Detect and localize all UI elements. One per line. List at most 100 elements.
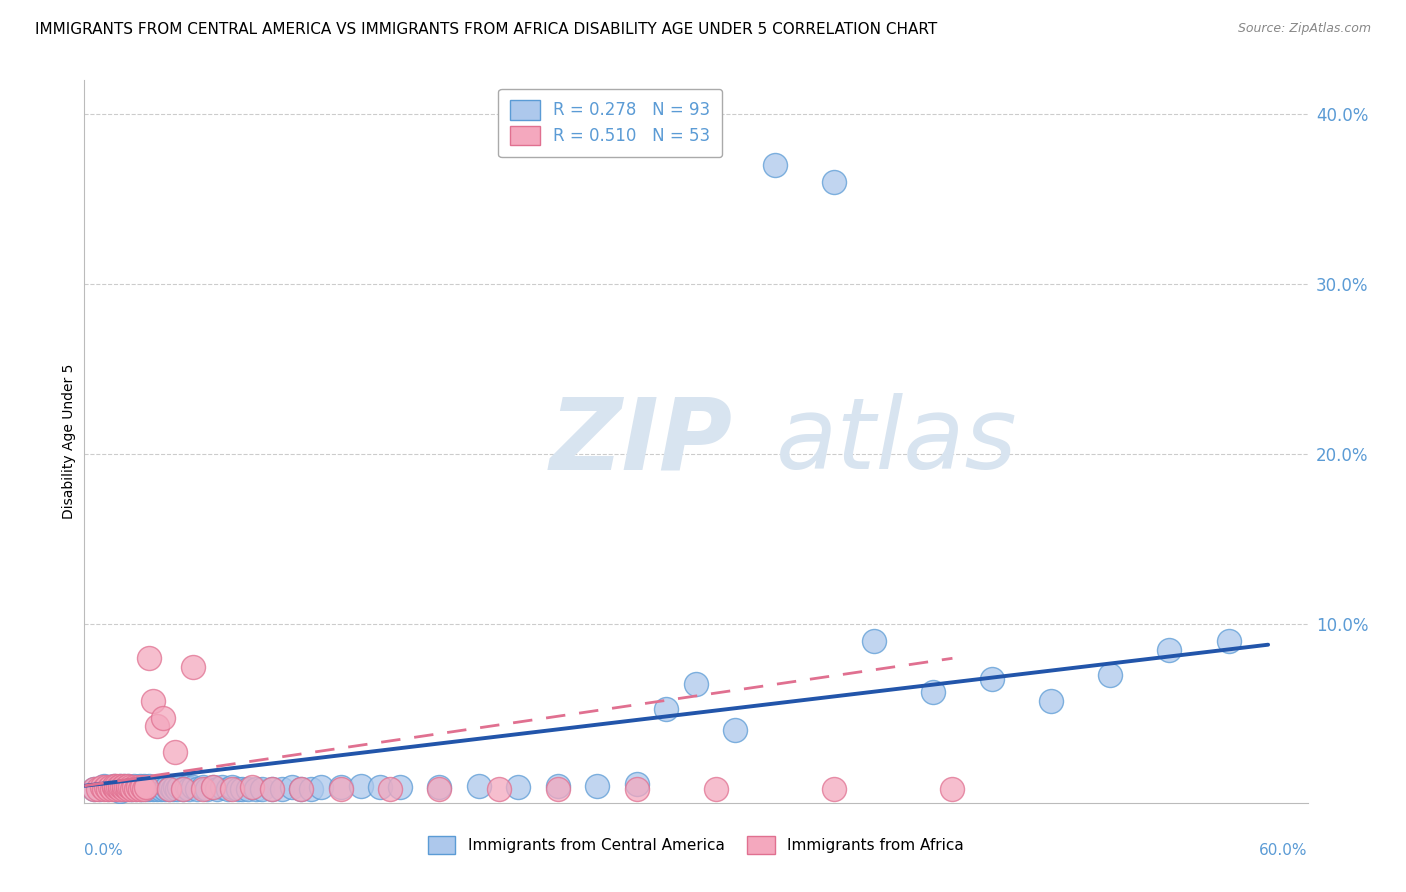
Point bbox=[201, 780, 224, 795]
Point bbox=[724, 723, 747, 737]
Point bbox=[488, 782, 510, 797]
Point bbox=[114, 782, 136, 797]
Point bbox=[368, 780, 391, 795]
Point bbox=[429, 782, 451, 797]
Point bbox=[181, 780, 204, 795]
Point bbox=[172, 782, 194, 797]
Point bbox=[201, 780, 224, 795]
Point bbox=[152, 711, 174, 725]
Point bbox=[83, 782, 105, 797]
Point bbox=[823, 782, 845, 797]
Point bbox=[108, 779, 131, 793]
Point bbox=[1159, 642, 1181, 657]
Text: atlas: atlas bbox=[776, 393, 1017, 490]
Point bbox=[122, 780, 145, 795]
Point bbox=[186, 782, 208, 797]
Point bbox=[135, 782, 157, 797]
Point bbox=[309, 780, 332, 795]
Point bbox=[508, 780, 530, 795]
Point bbox=[547, 782, 569, 797]
Point bbox=[121, 782, 143, 797]
Point bbox=[685, 677, 707, 691]
Point bbox=[160, 780, 183, 795]
Point bbox=[89, 782, 111, 797]
Point bbox=[148, 780, 170, 795]
Point bbox=[114, 780, 136, 795]
Point bbox=[704, 782, 727, 797]
Point bbox=[122, 779, 145, 793]
Point bbox=[162, 782, 184, 797]
Point bbox=[94, 780, 117, 795]
Text: 60.0%: 60.0% bbox=[1260, 843, 1308, 857]
Point bbox=[1218, 634, 1240, 648]
Point bbox=[118, 780, 141, 795]
Point bbox=[270, 782, 292, 797]
Point bbox=[181, 660, 204, 674]
Point bbox=[380, 782, 402, 797]
Point bbox=[112, 779, 135, 793]
Point bbox=[157, 782, 180, 797]
Point bbox=[176, 780, 198, 795]
Point bbox=[329, 780, 352, 795]
Point bbox=[111, 782, 134, 797]
Y-axis label: Disability Age Under 5: Disability Age Under 5 bbox=[62, 364, 76, 519]
Point bbox=[240, 780, 263, 795]
Point bbox=[112, 782, 135, 797]
Point bbox=[131, 780, 153, 795]
Point bbox=[128, 782, 150, 797]
Point bbox=[429, 780, 451, 795]
Point bbox=[862, 634, 884, 648]
Point bbox=[124, 782, 146, 797]
Point bbox=[280, 780, 302, 795]
Point bbox=[468, 779, 491, 793]
Point bbox=[165, 780, 187, 795]
Point bbox=[103, 779, 125, 793]
Point bbox=[131, 782, 153, 797]
Point bbox=[349, 779, 371, 793]
Point bbox=[112, 780, 135, 795]
Point bbox=[87, 782, 110, 797]
Point bbox=[655, 702, 678, 716]
Point bbox=[152, 780, 174, 795]
Point bbox=[107, 780, 129, 795]
Point bbox=[118, 782, 141, 797]
Point bbox=[156, 780, 179, 795]
Point bbox=[117, 780, 139, 795]
Point bbox=[127, 780, 149, 795]
Point bbox=[83, 782, 105, 797]
Legend: Immigrants from Central America, Immigrants from Africa: Immigrants from Central America, Immigra… bbox=[422, 830, 970, 860]
Point bbox=[763, 158, 786, 172]
Point bbox=[1040, 694, 1063, 708]
Point bbox=[103, 780, 125, 795]
Point bbox=[211, 780, 233, 795]
Point bbox=[245, 782, 267, 797]
Point bbox=[112, 779, 135, 793]
Point bbox=[921, 685, 943, 699]
Text: Source: ZipAtlas.com: Source: ZipAtlas.com bbox=[1237, 22, 1371, 36]
Point bbox=[128, 782, 150, 797]
Point bbox=[205, 782, 228, 797]
Point bbox=[93, 780, 115, 795]
Point bbox=[138, 782, 160, 797]
Point bbox=[236, 782, 259, 797]
Point bbox=[98, 780, 121, 795]
Point bbox=[111, 780, 134, 795]
Point bbox=[132, 780, 155, 795]
Point bbox=[108, 782, 131, 797]
Point bbox=[104, 782, 127, 797]
Point bbox=[104, 779, 127, 793]
Point bbox=[329, 782, 352, 797]
Point bbox=[101, 782, 124, 797]
Point bbox=[132, 779, 155, 793]
Point bbox=[177, 782, 200, 797]
Point bbox=[260, 782, 283, 797]
Point bbox=[941, 782, 963, 797]
Point bbox=[128, 779, 150, 793]
Point bbox=[389, 780, 412, 795]
Point bbox=[166, 782, 188, 797]
Point bbox=[108, 784, 131, 798]
Point bbox=[117, 779, 139, 793]
Text: 0.0%: 0.0% bbox=[84, 843, 124, 857]
Point bbox=[136, 780, 159, 795]
Point bbox=[124, 782, 146, 797]
